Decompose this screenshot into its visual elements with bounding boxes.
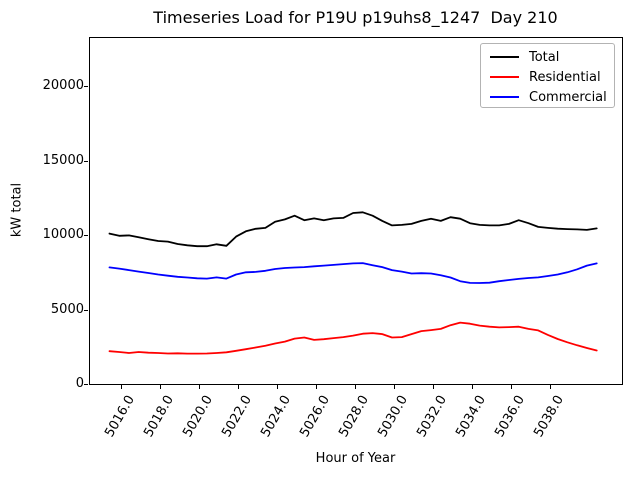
legend-item: Residential bbox=[490, 67, 614, 87]
legend-line-sample bbox=[490, 56, 519, 58]
x-axis-label: Hour of Year bbox=[315, 451, 396, 466]
y-ticks bbox=[84, 86, 88, 385]
series-line-commercial bbox=[108, 262, 598, 284]
legend-item: Commercial bbox=[490, 87, 614, 107]
legend-line-sample bbox=[490, 76, 519, 78]
y-tick-label: 10000 bbox=[42, 227, 84, 243]
axes-frame bbox=[89, 37, 623, 385]
y-tick-label: 15000 bbox=[42, 152, 84, 168]
legend-item: Total bbox=[490, 47, 614, 67]
chart-title: Timeseries Load for P19U p19uhs8_1247 Da… bbox=[153, 8, 558, 27]
legend-item-label: Commercial bbox=[529, 89, 607, 105]
series-line-residential bbox=[108, 321, 598, 355]
legend-item-label: Residential bbox=[529, 69, 601, 85]
y-tick-label: 20000 bbox=[42, 78, 84, 94]
x-ticks bbox=[121, 385, 551, 389]
legend-line-sample bbox=[490, 96, 519, 98]
y-tick-label: 0 bbox=[75, 376, 84, 391]
y-axis-label: kW total bbox=[9, 182, 25, 238]
series-line-total bbox=[108, 211, 598, 248]
y-tick-label: 5000 bbox=[50, 301, 84, 317]
legend-item-label: Total bbox=[529, 49, 560, 65]
legend: Total Residential Commercial bbox=[480, 43, 615, 108]
